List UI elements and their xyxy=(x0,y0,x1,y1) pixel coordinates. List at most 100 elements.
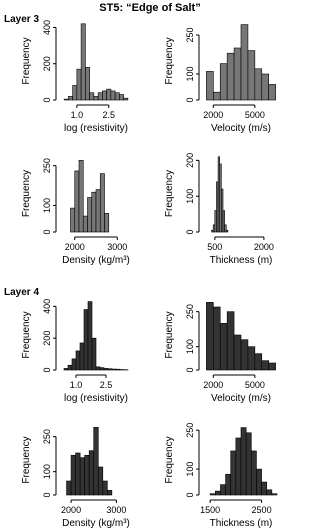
histogram-bar xyxy=(74,170,80,233)
histogram-bar xyxy=(240,427,247,496)
histogram-bar xyxy=(123,97,129,101)
x-axis-label: Velocity (m/s) xyxy=(211,123,271,134)
y-tick-label: 100 xyxy=(42,464,52,479)
histogram-bar xyxy=(206,302,214,371)
histogram-bar xyxy=(63,368,69,371)
histogram-bar xyxy=(72,85,78,101)
x-tick-label: 1.0 xyxy=(71,110,84,120)
histogram-bar xyxy=(226,311,235,371)
histogram-bar xyxy=(102,480,108,496)
histogram-bar xyxy=(93,427,99,496)
histogram-bar xyxy=(107,368,113,371)
histogram-bar xyxy=(79,457,85,496)
histogram-bar xyxy=(247,50,256,101)
y-tick-label: 0 xyxy=(42,229,52,234)
histogram-bar xyxy=(222,210,225,233)
histogram-bar xyxy=(114,92,120,101)
histogram-bar xyxy=(66,480,72,496)
histogram-bar xyxy=(95,189,101,233)
x-axis-label: log (resistivity) xyxy=(64,393,128,404)
histogram-bar xyxy=(97,92,103,101)
histogram-bar xyxy=(261,73,269,101)
y-tick-label: 200 xyxy=(42,331,52,346)
y-tick-label: 250 xyxy=(185,27,195,42)
y-axis-label: Frequency xyxy=(164,311,175,358)
x-tick-label: 2000 xyxy=(65,242,85,252)
histogram-bar xyxy=(93,96,99,101)
histogram-bar xyxy=(83,309,89,371)
histogram-bar xyxy=(213,91,221,101)
histogram-bar xyxy=(254,353,263,371)
x-tick-label: 2000 xyxy=(61,505,81,515)
histogram-bar xyxy=(68,96,73,101)
x-tick-label: 2000 xyxy=(203,380,223,390)
y-tick-label: 400 xyxy=(42,20,52,35)
layer-label: Layer 3 xyxy=(4,14,39,25)
y-tick-label: 400 xyxy=(42,299,52,314)
histogram-bar xyxy=(233,334,242,371)
histogram-bar xyxy=(87,301,93,371)
histogram-bar xyxy=(99,367,105,371)
histogram-bar xyxy=(219,63,228,101)
histogram-bar xyxy=(240,24,249,101)
y-axis-label: Frequency xyxy=(21,37,32,84)
x-tick-label: 2000 xyxy=(203,110,223,120)
histogram-bar xyxy=(235,437,242,496)
histogram-bar xyxy=(80,23,86,101)
x-tick-label: 3000 xyxy=(106,505,126,515)
histogram-bar xyxy=(63,98,69,101)
y-tick-label: 250 xyxy=(185,304,195,319)
histogram-bar xyxy=(225,473,232,496)
histogram-bar xyxy=(102,90,107,101)
histogram-bar xyxy=(224,224,227,233)
histogram-bar xyxy=(219,323,228,371)
histogram-bar xyxy=(111,368,117,371)
histogram-bar xyxy=(230,450,237,496)
histogram-bar xyxy=(115,368,121,371)
histogram-bar xyxy=(67,364,73,371)
y-tick-label: 0 xyxy=(185,229,195,234)
histogram-bar xyxy=(245,432,252,496)
x-tick-label: 2000 xyxy=(254,242,274,252)
histogram-bar xyxy=(254,68,263,101)
y-tick-label: 100 xyxy=(185,339,195,354)
histogram-bar xyxy=(91,337,97,371)
x-axis-label: Density (kg/m³) xyxy=(62,518,130,529)
x-tick-label: 1500 xyxy=(200,505,220,515)
histogram-bar xyxy=(266,489,273,496)
y-tick-label: 250 xyxy=(42,429,52,444)
histogram-bar xyxy=(87,197,93,233)
histogram-bar xyxy=(261,360,269,371)
histogram-bar xyxy=(75,452,81,496)
histogram-bar xyxy=(103,368,109,371)
y-tick-label: 0 xyxy=(42,367,52,372)
histogram-bar xyxy=(84,455,90,496)
histogram-bar xyxy=(70,455,76,496)
y-axis-label: Frequency xyxy=(164,170,175,217)
x-axis-label: Thickness (m) xyxy=(210,255,273,266)
histogram-bar xyxy=(95,366,101,371)
histogram-bar xyxy=(70,207,76,233)
histogram-bar xyxy=(71,358,77,371)
histogram-bar xyxy=(119,94,124,101)
y-axis-label: Frequency xyxy=(164,37,175,84)
x-tick-label: 5000 xyxy=(245,110,265,120)
histogram-bar xyxy=(240,339,249,371)
histogram-bar xyxy=(268,84,276,101)
x-axis-label: Density (kg/m³) xyxy=(62,255,130,266)
x-tick-label: 500 xyxy=(207,242,222,252)
y-tick-label: 0 xyxy=(185,492,195,497)
y-tick-label: 250 xyxy=(42,158,52,173)
histogram-bar xyxy=(213,306,221,371)
histogram-bar xyxy=(97,466,104,496)
histogram-bar xyxy=(76,68,82,101)
y-axis-label: Frequency xyxy=(21,170,32,217)
histogram-bar xyxy=(220,484,226,496)
y-tick-label: 0 xyxy=(42,97,52,102)
histogram-bar xyxy=(78,160,84,233)
y-tick-label: 0 xyxy=(42,492,52,497)
histogram-bar xyxy=(106,88,112,101)
histogram-bar xyxy=(271,493,278,496)
histogram-bar xyxy=(209,493,216,496)
y-tick-label: 250 xyxy=(185,423,195,438)
